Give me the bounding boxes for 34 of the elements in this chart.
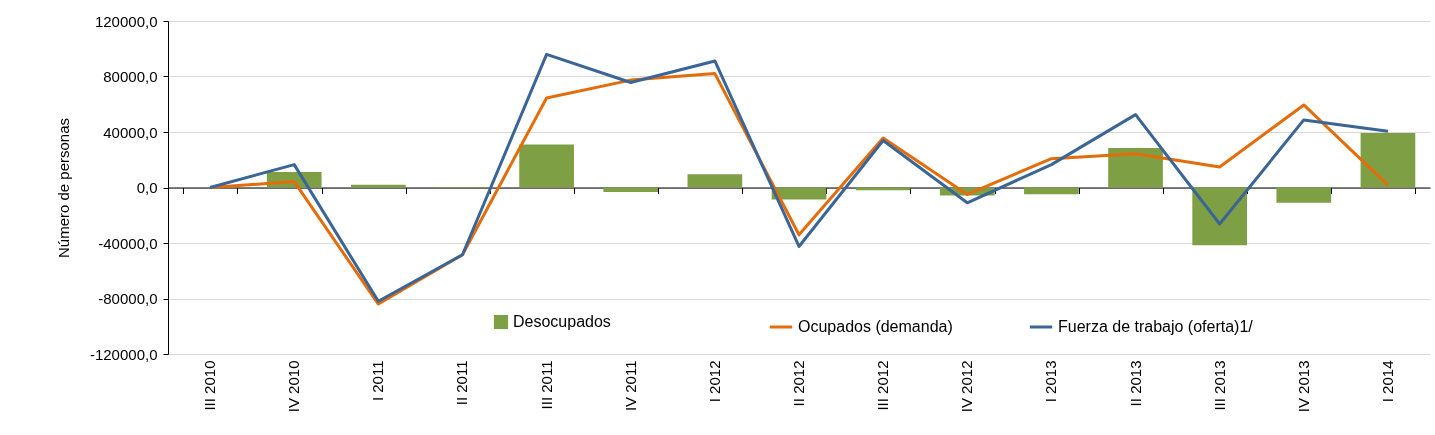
x-tick-label: I 2014 <box>1378 360 1396 403</box>
y-tick-label: 0,0 <box>136 179 158 196</box>
x-tick-label: III 2013 <box>1210 360 1228 411</box>
y-tick-label: 80000,0 <box>103 68 158 85</box>
legend-label: Fuerza de trabajo (oferta)1/ <box>1058 318 1254 335</box>
y-axis-title: Número de personas <box>54 117 72 259</box>
x-tick-label: I 2012 <box>705 360 723 403</box>
x-tick-label: II 2013 <box>1126 360 1144 407</box>
x-tick-label: IV 2012 <box>958 360 976 413</box>
y-tick-label: -40000,0 <box>98 234 158 252</box>
bar <box>1024 187 1079 195</box>
x-tick-label: II 2011 <box>453 360 471 406</box>
x-tick-label: IV 2010 <box>285 360 303 413</box>
bar <box>1360 133 1416 188</box>
bar <box>687 174 743 188</box>
x-tick-label: III 2010 <box>201 360 219 411</box>
x-tick-label: III 2012 <box>874 360 892 411</box>
bar <box>350 184 406 188</box>
x-tick-label: IV 2013 <box>1294 360 1312 413</box>
legend-label: Desocupados <box>513 313 611 330</box>
y-tick-label: -120000,0 <box>89 345 158 363</box>
x-tick-label: I 2011 <box>369 360 387 402</box>
y-tick-label: 40000,0 <box>103 123 158 141</box>
x-tick-label: III 2011 <box>537 360 555 410</box>
x-tick-label: II 2012 <box>790 360 807 407</box>
x-tick-label: IV 2011 <box>621 360 639 412</box>
bar <box>1108 148 1163 188</box>
bar <box>519 144 574 188</box>
bar <box>1192 187 1248 246</box>
x-tick-label: I 2013 <box>1042 360 1060 403</box>
y-tick-label: -80000,0 <box>98 290 158 307</box>
legend-label: Ocupados (demanda) <box>798 318 953 335</box>
bar <box>1276 187 1332 203</box>
y-tick-label: 120000,0 <box>94 12 158 30</box>
